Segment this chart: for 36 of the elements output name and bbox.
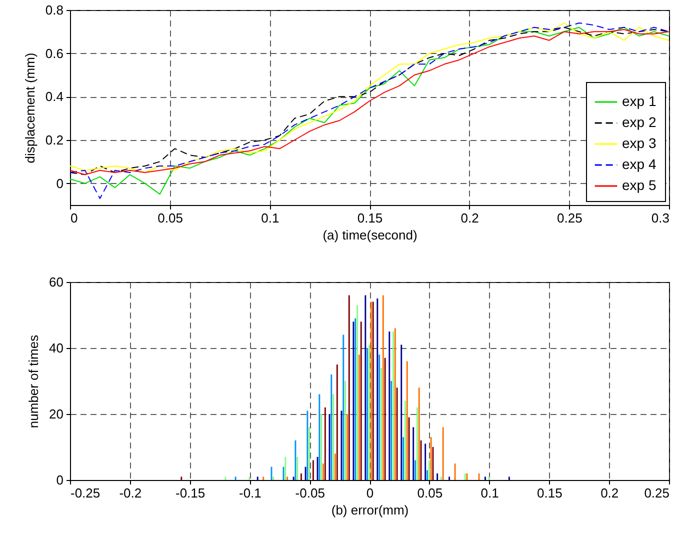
- x-tick-label: 0.3: [651, 210, 670, 226]
- x-tick-label: 0.25: [644, 486, 670, 500]
- x-tick-label: 0.05: [158, 210, 183, 226]
- y-tick-label: 0.4: [45, 89, 64, 104]
- y-tick-label: 0.8: [45, 2, 64, 18]
- legend-label: exp 2: [622, 114, 656, 130]
- legend-label: exp 1: [622, 93, 656, 109]
- x-tick-label: 0.05: [417, 486, 443, 500]
- y-tick-label: 40: [49, 340, 64, 356]
- x-axis-title: (b) error(mm): [331, 502, 409, 518]
- x-tick-label: -0.15: [175, 486, 206, 500]
- x-tick-label: 0.25: [557, 210, 582, 226]
- y-axis-title: number of times: [26, 334, 42, 428]
- x-tick-label: 0.1: [480, 486, 499, 500]
- y-tick-label: 20: [49, 406, 64, 422]
- x-tick-label: -0.1: [238, 486, 262, 500]
- x-tick-label: 0.15: [537, 486, 562, 500]
- x-tick-label: 0: [70, 210, 78, 226]
- legend-label: exp 4: [622, 156, 656, 172]
- x-tick-label: 0.2: [460, 210, 479, 226]
- y-tick-label: 0.2: [45, 132, 64, 148]
- legend-label: exp 5: [622, 177, 656, 193]
- x-tick-label: -0.2: [119, 486, 142, 500]
- y-tick-label: 0: [56, 472, 64, 488]
- x-tick-label: -0.05: [295, 486, 325, 500]
- y-axis-title: displacement (mm): [22, 52, 38, 164]
- x-tick-label: 0.15: [357, 210, 383, 226]
- x-tick-label: 0.1: [261, 210, 280, 226]
- x-axis-title: (a) time(second): [322, 228, 418, 242]
- x-tick-label: -0.25: [70, 486, 100, 500]
- legend-label: exp 3: [622, 135, 656, 151]
- x-tick-label: 0: [366, 486, 374, 500]
- y-tick-label: 0.6: [45, 46, 64, 61]
- y-tick-label: 60: [49, 274, 64, 290]
- x-tick-label: 0.2: [600, 486, 619, 500]
- y-tick-label: 0: [56, 176, 64, 191]
